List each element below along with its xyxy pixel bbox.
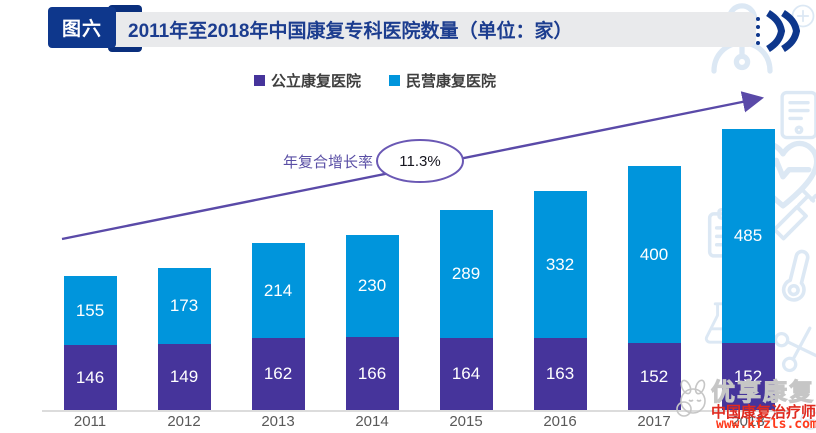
x-axis-label-2012: 2012 xyxy=(167,413,201,430)
x-axis-label-2018: 2018 xyxy=(731,413,765,430)
bar-2014-private: 230 xyxy=(345,235,399,337)
double-chevron-right-icon xyxy=(752,10,808,57)
bar-2017-private: 400 xyxy=(627,166,681,343)
bar-2015-public: 164 xyxy=(439,338,493,410)
bar-2018-public: 152 xyxy=(721,343,775,410)
bar-2013-private: 214 xyxy=(251,243,305,338)
bar-2018-private: 485 xyxy=(721,129,775,343)
legend-swatch xyxy=(389,75,401,86)
x-axis-label-2014: 2014 xyxy=(355,413,389,430)
bar-value-label: 152 xyxy=(733,366,763,386)
bar-2012-public: 149 xyxy=(157,344,211,410)
page-title: 2011年至2018年中国康复专科医院数量（单位：家） xyxy=(128,21,573,42)
bar-2016-public: 163 xyxy=(533,338,587,410)
bar-value-label: 149 xyxy=(169,367,199,386)
bar-value-label: 230 xyxy=(357,276,387,295)
title-bar: 2011年至2018年中国康复专科医院数量（单位：家） xyxy=(112,12,756,47)
thermometer-icon xyxy=(781,249,810,302)
legend-swatch xyxy=(254,75,265,86)
plus-circle-icon xyxy=(791,4,815,28)
x-axis-line xyxy=(42,410,790,412)
bar-2011-private: 155 xyxy=(63,276,117,345)
watermark-brand: 优享康复 xyxy=(711,379,815,407)
x-axis-label-2016: 2016 xyxy=(543,413,577,430)
legend-item-public: 公立康复医院 xyxy=(254,70,361,91)
bar-2011-public: 146 xyxy=(63,345,117,410)
bar-2017-public: 152 xyxy=(627,343,681,410)
bar-value-label: 173 xyxy=(169,296,199,315)
watermark-url: www.kfzls.com xyxy=(716,417,816,432)
bar-value-label: 400 xyxy=(639,244,669,264)
x-axis-label-2015: 2015 xyxy=(449,413,483,430)
bar-value-label: 155 xyxy=(75,300,105,320)
bar-2016-private: 332 xyxy=(533,191,587,338)
syringe-icon xyxy=(767,188,816,241)
bar-value-label: 162 xyxy=(263,364,293,383)
bar-value-label: 152 xyxy=(639,366,669,386)
scissors-icon xyxy=(773,326,816,373)
legend: 公立康复医院 民营康复医院 xyxy=(254,70,496,91)
bar-value-label: 332 xyxy=(545,254,575,274)
bar-value-label: 146 xyxy=(75,367,105,387)
bar-2012-private: 173 xyxy=(157,268,211,344)
plus-circle-icon xyxy=(800,410,816,430)
bar-2015-private: 289 xyxy=(439,210,493,338)
x-axis-label-2013: 2013 xyxy=(261,413,295,430)
bar-value-label: 164 xyxy=(451,364,481,383)
mascot-rabbit-icon xyxy=(670,379,718,428)
legend-item-private: 民营康复医院 xyxy=(389,70,496,91)
figure-badge-label: 图六 xyxy=(61,19,102,40)
bar-value-label: 485 xyxy=(733,226,763,245)
bar-value-label: 166 xyxy=(357,363,387,383)
bar-value-label: 214 xyxy=(263,280,293,300)
bar-2013-public: 162 xyxy=(251,338,305,410)
bar-value-label: 163 xyxy=(545,364,575,383)
legend-label: 公立康复医院 xyxy=(271,73,362,90)
x-axis-label-2011: 2011 xyxy=(73,413,107,430)
bar-2014-public: 166 xyxy=(345,337,399,410)
legend-label: 民营康复医院 xyxy=(406,73,497,90)
figure-badge: 图六 xyxy=(48,7,116,48)
bar-value-label: 289 xyxy=(451,264,481,283)
watermark-site-name: 中国康复治疗师 xyxy=(711,404,816,421)
x-axis-label-2017: 2017 xyxy=(637,413,671,430)
